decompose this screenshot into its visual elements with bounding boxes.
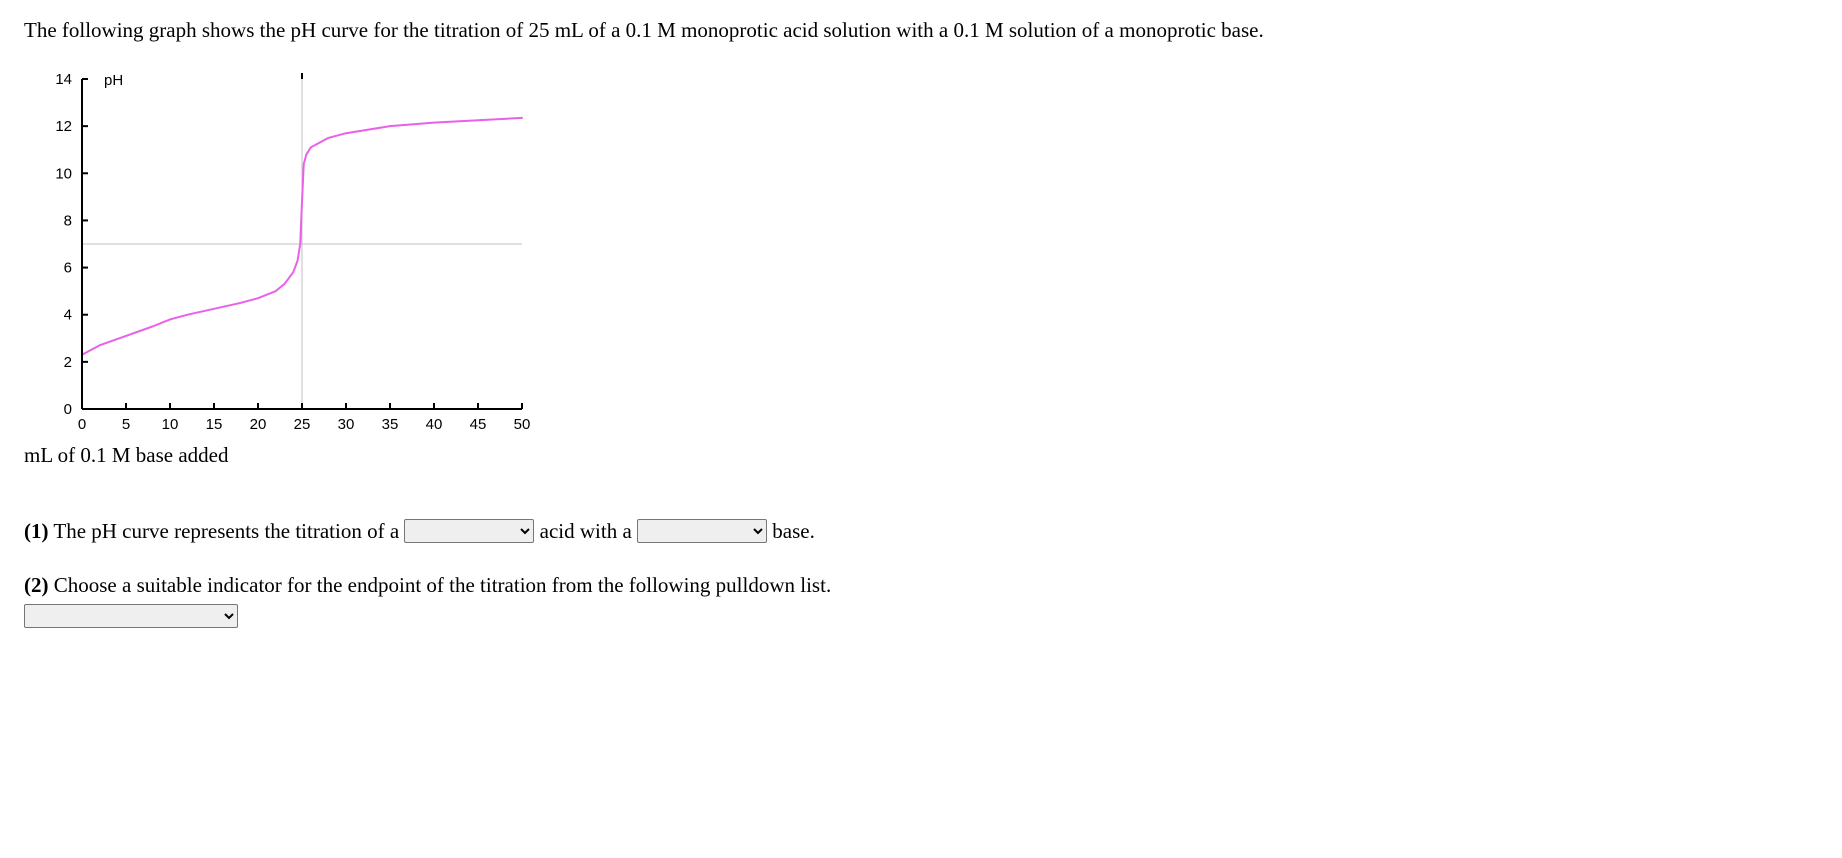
base-type-select[interactable] (637, 519, 767, 543)
svg-text:4: 4 (64, 307, 72, 324)
svg-text:15: 15 (206, 416, 223, 433)
svg-text:40: 40 (426, 416, 443, 433)
question-1-mid1: acid with a (534, 519, 637, 543)
indicator-select[interactable] (24, 604, 238, 628)
titration-chart: 0 2 4 6 8 10 12 14 0 5 10 15 20 25 30 35 40 45 50 pH mL of … (24, 61, 544, 468)
svg-text:45: 45 (470, 416, 487, 433)
svg-text:0: 0 (78, 416, 86, 433)
question-2: (2) Choose a suitable indicator for the … (24, 570, 1818, 633)
svg-text:5: 5 (122, 416, 130, 433)
svg-text:10: 10 (55, 165, 72, 182)
svg-text:6: 6 (64, 260, 72, 277)
titration-chart-svg: 0 2 4 6 8 10 12 14 0 5 10 15 20 25 30 35 40 45 50 pH (24, 61, 544, 437)
svg-text:30: 30 (338, 416, 355, 433)
question-2-text: Choose a suitable indicator for the endp… (49, 573, 832, 597)
x-axis-caption: mL of 0.1 M base added (24, 443, 544, 468)
question-1-mid2: base. (767, 519, 815, 543)
svg-text:10: 10 (162, 416, 179, 433)
question-1: (1) The pH curve represents the titratio… (24, 516, 1818, 548)
question-2-label: (2) (24, 573, 49, 597)
svg-text:35: 35 (382, 416, 399, 433)
svg-text:8: 8 (64, 212, 72, 229)
svg-text:50: 50 (514, 416, 531, 433)
svg-text:25: 25 (294, 416, 311, 433)
acid-type-select[interactable] (404, 519, 534, 543)
question-1-prefix: The pH curve represents the titration of… (49, 519, 405, 543)
svg-text:0: 0 (64, 401, 72, 418)
problem-statement: The following graph shows the pH curve f… (24, 18, 1818, 43)
svg-text:pH: pH (104, 72, 123, 89)
svg-text:12: 12 (55, 118, 72, 135)
svg-text:14: 14 (55, 71, 72, 88)
question-1-label: (1) (24, 519, 49, 543)
svg-text:2: 2 (64, 354, 72, 371)
svg-text:20: 20 (250, 416, 267, 433)
